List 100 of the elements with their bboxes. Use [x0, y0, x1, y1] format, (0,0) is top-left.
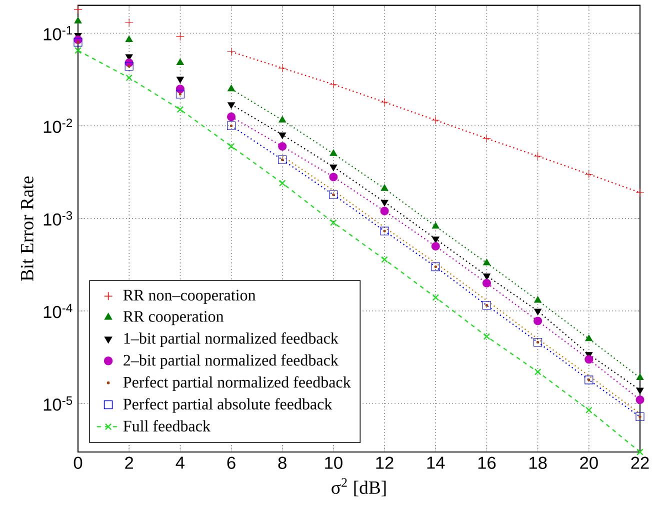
point: [482, 134, 491, 143]
point: [636, 448, 644, 456]
legend-label: Full feedback: [123, 420, 210, 432]
point: [636, 374, 644, 380]
point: [126, 74, 133, 82]
point: [636, 388, 644, 394]
point: [330, 164, 338, 172]
point: [636, 395, 644, 404]
point: [588, 378, 590, 382]
point: [128, 64, 130, 68]
point: [227, 48, 236, 56]
point: [176, 32, 184, 41]
point: [585, 334, 593, 342]
x-axis-title: σ$^{2}$ [dB]: [332, 478, 386, 496]
point: [636, 188, 644, 197]
point: [432, 236, 440, 244]
point: [638, 415, 642, 418]
x-tick-label: 4: [176, 456, 184, 469]
point: [482, 301, 491, 310]
point: [278, 142, 287, 151]
x-tick-label: 22: [631, 456, 649, 469]
legend-label: 2–bit partial normalized feedback: [124, 354, 338, 369]
point: [584, 355, 594, 364]
x-tick-label: 8: [278, 456, 286, 469]
point: [483, 333, 490, 340]
point: [585, 406, 592, 414]
point: [534, 296, 542, 303]
legend-label: RR cooperation: [123, 311, 224, 326]
point: [482, 258, 490, 266]
y-tick-label: 10$^{-3}$: [44, 211, 72, 226]
point: [432, 294, 440, 301]
point: [534, 368, 542, 376]
legend-label: RR non–cooperation: [123, 290, 256, 304]
point: [329, 190, 338, 200]
point: [176, 76, 184, 84]
point: [329, 80, 338, 89]
point: [431, 262, 440, 272]
point: [380, 184, 388, 191]
point: [432, 222, 440, 229]
point: [125, 35, 133, 42]
point: [431, 242, 440, 251]
x-tick-label: 16: [478, 456, 496, 469]
legend-label: Perfect partial absolute feedback: [123, 398, 332, 413]
point: [228, 142, 235, 150]
point: [278, 132, 286, 140]
x-tick-label: 2: [125, 456, 134, 469]
point: [584, 376, 594, 384]
point: [534, 308, 542, 316]
point: [329, 172, 338, 182]
point: [76, 40, 80, 44]
y-axis-title: Bit Error Rate: [20, 176, 34, 281]
point: [330, 149, 338, 156]
point: [278, 64, 287, 72]
point: [636, 412, 644, 422]
point: [380, 200, 388, 206]
legend-label: Perfect partial normalized feedback: [123, 376, 351, 391]
x-tick-label: 20: [580, 456, 598, 469]
point: [228, 102, 236, 109]
point: [534, 152, 542, 160]
point: [230, 124, 233, 128]
x-tick-label: 18: [529, 456, 547, 469]
point: [434, 265, 437, 268]
point: [485, 304, 488, 307]
y-tick-label: 10$^{-2}$: [44, 118, 72, 134]
point: [330, 219, 337, 226]
point: [227, 122, 236, 130]
x-tick-label: 12: [376, 456, 394, 469]
point: [227, 112, 236, 122]
point: [278, 180, 286, 187]
point: [534, 316, 542, 326]
point: [124, 18, 134, 27]
point: [228, 84, 236, 92]
point: [176, 58, 184, 65]
y-tick-label: 10$^{-1}$: [44, 26, 72, 40]
point: [74, 47, 82, 54]
point: [534, 338, 542, 346]
point: [74, 16, 82, 24]
y-tick-label: 10$^{-4}$: [44, 304, 72, 318]
point: [278, 116, 286, 122]
point: [482, 274, 490, 280]
x-tick-label: 14: [427, 456, 445, 469]
point: [380, 98, 389, 106]
point: [380, 226, 389, 236]
point: [584, 170, 594, 178]
point: [332, 193, 335, 196]
point: [431, 116, 440, 124]
y-tick-label: 10$^{-5}$: [44, 396, 72, 411]
point: [176, 84, 184, 94]
point: [383, 230, 386, 232]
x-tick-label: 10: [325, 456, 342, 469]
point: [482, 278, 491, 288]
point: [281, 158, 284, 162]
legend-label: 1–bit partial normalized feedback: [124, 332, 338, 348]
point: [380, 206, 389, 216]
point: [176, 90, 184, 98]
point: [176, 106, 184, 113]
point: [278, 155, 287, 164]
point: [536, 340, 540, 344]
point: [74, 38, 82, 46]
x-tick-label: 6: [227, 456, 236, 469]
